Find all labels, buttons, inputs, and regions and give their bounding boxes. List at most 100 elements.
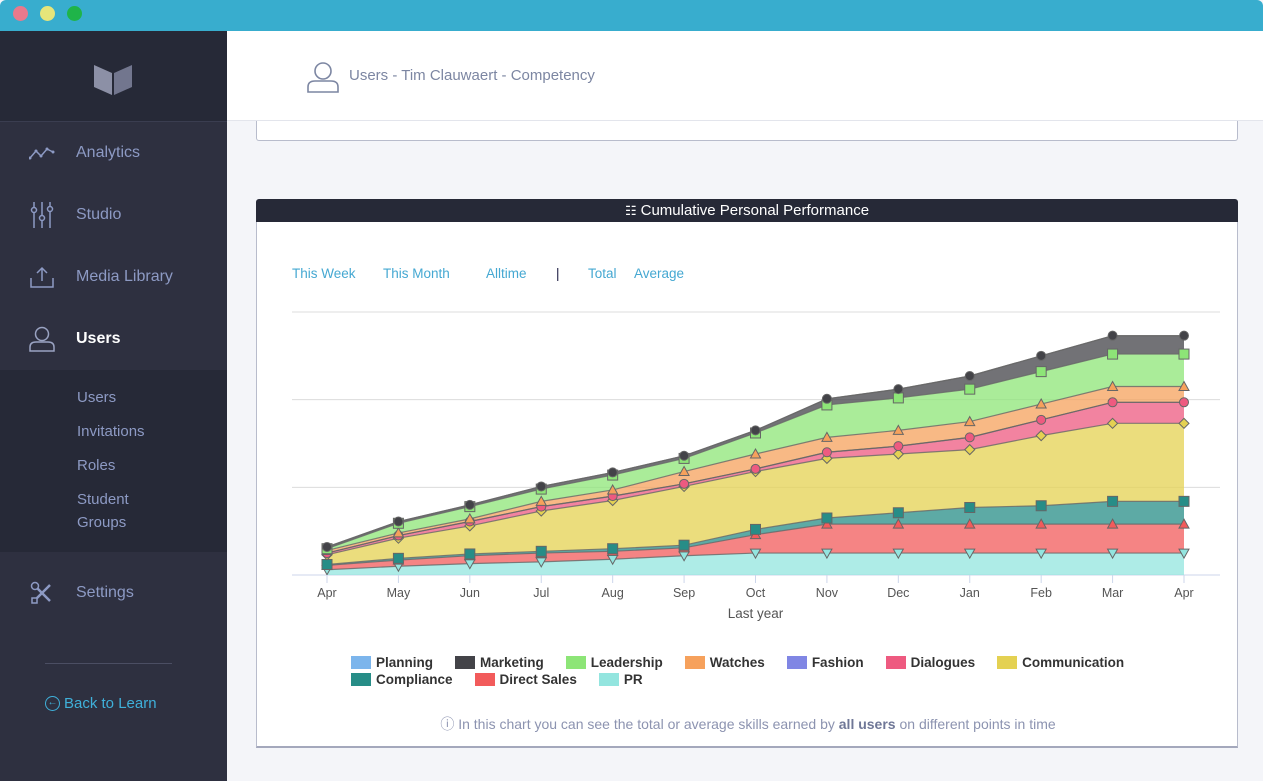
legend-item[interactable]: Watches [684, 654, 765, 671]
analytics-icon [28, 139, 56, 167]
marker-dialogues [821, 447, 832, 458]
legend-swatch [565, 656, 586, 669]
marker-pr [963, 548, 976, 560]
back-to-learn-label: Back to Learn [64, 695, 157, 712]
marker-compliance [1178, 495, 1190, 507]
legend-swatch [351, 656, 371, 669]
legend-label: Dialogues [910, 655, 976, 670]
marker-marketing [1036, 350, 1047, 361]
upload-icon [28, 263, 56, 291]
marker-pr [1035, 548, 1048, 560]
marker-communication [964, 443, 976, 456]
maximize-window-button[interactable] [67, 6, 82, 21]
marker-dialogues [1107, 397, 1118, 408]
marker-direct-sales [1106, 518, 1119, 529]
legend-item[interactable]: Fashion [786, 654, 864, 671]
legend-label: PR [623, 672, 643, 687]
marker-communication [1035, 429, 1047, 442]
legend-item[interactable]: Planning [351, 654, 433, 671]
sidebar-item-label: Analytics [76, 144, 141, 161]
chart-help-note: ⓘ In this chart you can see the total or… [257, 714, 1239, 734]
sidebar-item-media-library[interactable]: Media Library [0, 246, 227, 308]
subnav-item-invitations[interactable]: Invitations [77, 423, 145, 440]
x-tick-label: Mar [1102, 586, 1124, 600]
subnav-item-users[interactable]: Users [77, 389, 117, 406]
stacked-area-chart: Apr May Jun Jul Aug Sep Oct Nov Dec Jan Feb Mar Apr L… [292, 311, 1220, 621]
marker-marketing [1179, 330, 1189, 341]
legend-swatch [684, 656, 705, 669]
x-tick-label: Jul [533, 586, 549, 600]
legend-item[interactable]: Marketing [455, 654, 544, 671]
marker-dialogues [1036, 414, 1047, 425]
legend-label: Fashion [811, 655, 864, 670]
marker-leadership [1107, 348, 1119, 360]
marker-dialogues [750, 463, 761, 474]
legend-swatch [351, 673, 371, 686]
marker-marketing [322, 541, 332, 552]
sidebar-item-users[interactable]: Users [0, 308, 227, 370]
marker-leadership [892, 392, 904, 404]
filter-alltime[interactable]: Alltime [486, 266, 527, 281]
filter-this-week[interactable]: This Week [292, 266, 356, 281]
x-axis-label: Last year [728, 606, 784, 621]
marker-watches [1178, 380, 1190, 392]
marker-marketing [393, 516, 404, 527]
legend-item[interactable]: Direct Sales [474, 671, 577, 688]
marker-watches [749, 447, 762, 459]
marker-dialogues [893, 441, 904, 452]
marker-leadership [964, 383, 976, 395]
marker-pr [821, 548, 833, 560]
subnav-item-student-groups[interactable]: Student Groups [77, 491, 129, 531]
legend-row: Planning Marketing Leadership Watches Fashio… [351, 654, 1191, 671]
marker-marketing [1107, 330, 1118, 341]
marker-leadership [1178, 348, 1190, 360]
legend-item[interactable]: Leadership [565, 654, 663, 671]
legend-label: Compliance [376, 672, 453, 687]
marker-direct-sales [821, 518, 833, 529]
chart-legend: Planning Marketing Leadership Watches Fashio… [351, 654, 1191, 688]
marker-direct-sales [1035, 518, 1048, 529]
legend-swatch [997, 656, 1018, 669]
legend-item[interactable]: Compliance [351, 671, 453, 688]
filter-this-month[interactable]: This Month [383, 266, 450, 281]
marker-compliance [964, 501, 976, 513]
sidebar-item-analytics[interactable]: Analytics [0, 122, 227, 184]
marker-compliance [1035, 500, 1047, 512]
marker-pr [1178, 548, 1190, 560]
filter-total[interactable]: Total [588, 266, 617, 281]
marker-direct-sales [1178, 518, 1190, 529]
previous-card-bottom [256, 121, 1238, 141]
marker-marketing [464, 499, 475, 510]
sidebar-item-label: Users [76, 330, 121, 347]
users-subnav: Users Invitations Roles Student Groups [0, 370, 227, 552]
marker-compliance [678, 539, 690, 551]
note-text-end: on different points in time [895, 716, 1056, 732]
marker-compliance [892, 507, 904, 519]
x-tick-label: Jun [460, 586, 480, 600]
x-tick-label: Apr [1174, 586, 1193, 600]
marker-compliance [392, 552, 404, 564]
legend-item[interactable]: PR [598, 671, 643, 688]
close-window-button[interactable] [13, 6, 28, 21]
legend-label: Marketing [480, 655, 544, 670]
sidebar-item-studio[interactable]: Studio [0, 184, 227, 246]
back-to-learn-link[interactable]: ← Back to Learn [45, 695, 157, 712]
marker-compliance [821, 512, 833, 524]
filter-average[interactable]: Average [634, 266, 685, 281]
legend-item[interactable]: Communication [997, 654, 1124, 671]
legend-label: Direct Sales [499, 672, 577, 687]
marker-watches [535, 495, 548, 506]
x-tick-label: Nov [816, 586, 839, 600]
note-bold: all users [838, 716, 896, 732]
marker-watches [1035, 398, 1048, 409]
sidebar-item-settings[interactable]: Settings [0, 562, 227, 624]
legend-item[interactable]: Dialogues [885, 654, 976, 671]
subnav-item-roles[interactable]: Roles [77, 457, 116, 474]
marker-dialogues [1179, 397, 1189, 408]
marker-direct-sales [963, 518, 976, 529]
x-tick-label: Sep [673, 586, 695, 600]
marker-compliance [750, 523, 761, 535]
marker-compliance [464, 548, 476, 560]
minimize-window-button[interactable] [40, 6, 55, 21]
help-icon: ⓘ [440, 716, 455, 732]
